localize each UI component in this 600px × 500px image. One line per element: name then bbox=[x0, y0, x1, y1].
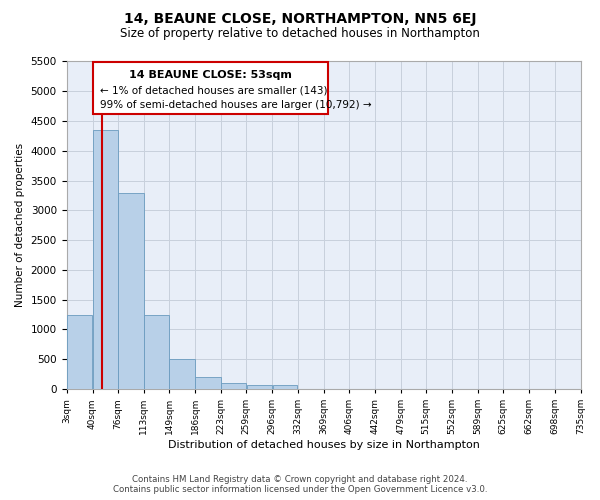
Bar bbox=[67, 314, 92, 389]
Bar bbox=[93, 130, 118, 389]
Bar bbox=[272, 386, 297, 389]
FancyBboxPatch shape bbox=[92, 62, 328, 114]
Text: ← 1% of detached houses are smaller (143): ← 1% of detached houses are smaller (143… bbox=[100, 86, 327, 96]
Bar bbox=[195, 377, 221, 389]
Bar bbox=[118, 192, 143, 389]
X-axis label: Distribution of detached houses by size in Northampton: Distribution of detached houses by size … bbox=[167, 440, 479, 450]
Bar bbox=[169, 360, 195, 389]
Text: Contains HM Land Registry data © Crown copyright and database right 2024.
Contai: Contains HM Land Registry data © Crown c… bbox=[113, 474, 487, 494]
Y-axis label: Number of detached properties: Number of detached properties bbox=[15, 143, 25, 308]
Text: 14 BEAUNE CLOSE: 53sqm: 14 BEAUNE CLOSE: 53sqm bbox=[128, 70, 292, 80]
Text: Size of property relative to detached houses in Northampton: Size of property relative to detached ho… bbox=[120, 28, 480, 40]
Bar bbox=[247, 384, 272, 389]
Text: 14, BEAUNE CLOSE, NORTHAMPTON, NN5 6EJ: 14, BEAUNE CLOSE, NORTHAMPTON, NN5 6EJ bbox=[124, 12, 476, 26]
Bar bbox=[144, 314, 169, 389]
Text: 99% of semi-detached houses are larger (10,792) →: 99% of semi-detached houses are larger (… bbox=[100, 100, 371, 110]
Bar bbox=[221, 383, 246, 389]
